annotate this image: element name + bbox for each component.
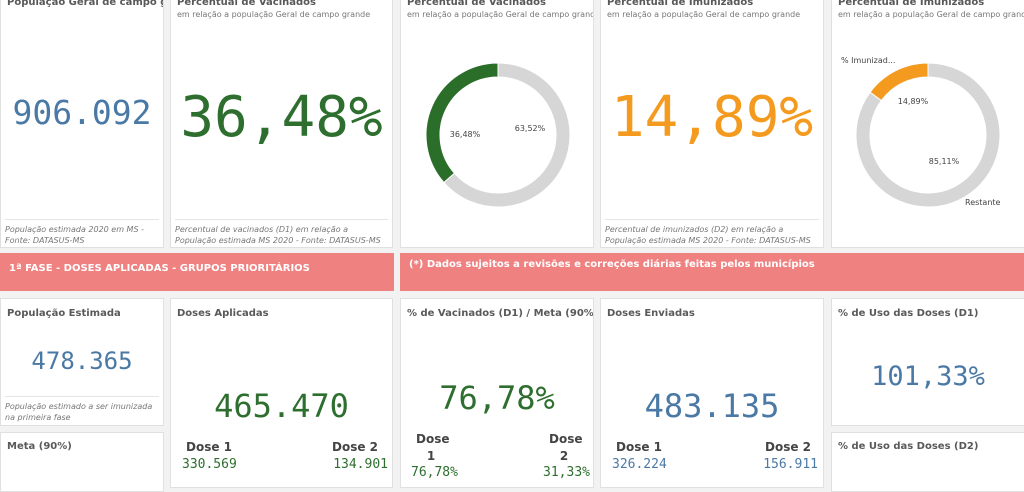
data-label: 63,52%: [515, 124, 546, 133]
dose-value: 134.901: [333, 457, 388, 472]
kpi-card: Percentual de Vacinados em relação a pop…: [170, 0, 393, 248]
kpi-value: 36,48%: [180, 85, 383, 150]
donut-chart: 14,89% 85,11% % Imunizad... Restante: [841, 56, 1001, 208]
kpi-card: Doses Enviadas 483.135 Dose 1 Dose 2 326…: [600, 298, 824, 488]
card-title: % de Vacinados (D1) / Meta (90%): [407, 308, 594, 319]
card-title: % de Uso das Doses (D2): [838, 441, 979, 452]
dose-value: 156.911: [763, 457, 818, 472]
kpi-card: % de Vacinados (D1) / Meta (90%) 76,78% …: [400, 298, 594, 488]
card-title: Doses Enviadas: [607, 308, 695, 319]
kpi-card: Doses Aplicadas 465.470 Dose 1 Dose 2 33…: [170, 298, 393, 488]
card-title: Doses Aplicadas: [177, 308, 269, 319]
kpi-value: 101,33%: [871, 361, 985, 392]
category-label: % Imunizad...: [841, 56, 895, 65]
chart-card: Percentual de Vacinados em relação a pop…: [400, 0, 594, 248]
dose-label: Dose 2: [331, 440, 378, 454]
dose-label: Dose 1: [186, 440, 233, 454]
kpi-value: 906.092: [12, 93, 152, 132]
card-title: Percentual de Imunizados: [838, 0, 985, 8]
card-title: % de Uso das Doses (D1): [838, 308, 979, 319]
kpi-value: 483.135: [644, 387, 780, 425]
dose-label: Dose 2: [549, 432, 583, 463]
dose-label: Dose 1: [616, 440, 663, 454]
kpi-value: 14,89%: [610, 85, 814, 150]
card-title: Percentual de Vacinados: [177, 0, 316, 8]
kpi-card: População Estimada 478.365 População est…: [0, 298, 164, 426]
card-title: População Estimada: [7, 308, 121, 319]
donut-segment: [869, 62, 929, 102]
card-title: Meta (90%): [7, 441, 72, 452]
chart-card: Percentual de Imunizados em relação a po…: [831, 0, 1024, 248]
donut-chart: 36,48% 63,52%: [425, 62, 571, 208]
donut-segment: [855, 62, 1001, 208]
kpi-card: Percentual de Imunizados em relação a po…: [600, 0, 824, 248]
donut-segment: [443, 62, 571, 208]
kpi-card: % de Uso das Doses (D2): [831, 432, 1024, 492]
card-footer: População estimada 2020 em MS - Fonte: D…: [5, 219, 159, 246]
kpi-card: Meta (90%): [0, 432, 164, 492]
card-subtitle: em relação a população Geral de campo gr…: [838, 10, 1024, 19]
category-label: Restante: [965, 198, 1001, 207]
dose-value: 330.569: [182, 457, 237, 472]
card-subtitle: em relação a população Geral de campo gr…: [407, 10, 594, 19]
data-label: 36,48%: [450, 130, 481, 139]
dose-label: Dose 2: [764, 440, 811, 454]
dose-label: Dose 1: [416, 432, 450, 463]
kpi-card: % de Uso das Doses (D1) 101,33%: [831, 298, 1024, 426]
donut-segment: [425, 62, 499, 184]
kpi-value: 76,78%: [439, 379, 555, 417]
kpi-card: População Geral de campo grande 906.092 …: [0, 0, 164, 248]
data-label: 85,11%: [929, 157, 960, 166]
dose-value: 326.224: [612, 457, 667, 472]
data-label: 14,89%: [898, 97, 929, 106]
banner: (*) Dados sujeitos a revisões e correçõe…: [400, 253, 1024, 291]
dose-value: 31,33%: [543, 465, 590, 480]
card-title: Percentual de Imunizados: [607, 0, 754, 8]
card-footer: Percentual de imunizados (D2) em relação…: [605, 219, 819, 246]
kpi-value: 465.470: [214, 387, 349, 425]
card-footer: Percentual de vacinados (D1) em relação …: [175, 219, 388, 246]
card-footer: População estimado a ser imunizada na pr…: [5, 396, 159, 423]
card-title: População Geral de campo grande: [7, 0, 163, 8]
dose-value: 76,78%: [411, 465, 458, 480]
card-title: Percentual de Vacinados: [407, 0, 546, 8]
card-subtitle: em relação a população Geral de campo gr…: [177, 10, 371, 19]
card-subtitle: em relação a população Geral de campo gr…: [607, 10, 801, 19]
kpi-value: 478.365: [31, 347, 133, 375]
banner: 1ª FASE - DOSES APLICADAS - GRUPOS PRIOR…: [0, 253, 394, 291]
